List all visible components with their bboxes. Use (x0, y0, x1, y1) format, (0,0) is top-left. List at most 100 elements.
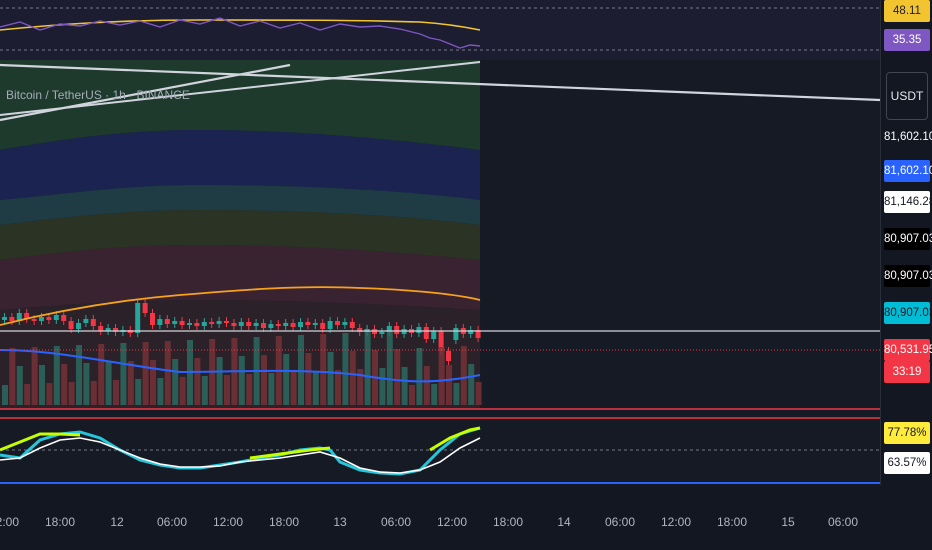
time-tick: 18:00 (268, 515, 300, 529)
volume-bar (2, 385, 8, 405)
candle-body (342, 322, 348, 325)
candle-body (179, 321, 185, 325)
candle-body (238, 322, 244, 326)
volume-bar (83, 363, 90, 405)
volume-bar (105, 362, 112, 405)
volume-bar (320, 334, 327, 405)
volume-bar (446, 365, 452, 405)
volume-bar (379, 368, 386, 405)
time-tick: 06:00 (156, 515, 188, 529)
candle-body (283, 323, 289, 326)
candle-body (349, 322, 355, 328)
ma-line-blue (0, 349, 481, 383)
volume-bar (39, 365, 45, 405)
volume-bar (305, 353, 312, 405)
price-label-blue: 81,602.10 (884, 160, 932, 182)
candle-body (39, 317, 44, 321)
candle-body (312, 323, 318, 325)
volume-bar (31, 347, 38, 405)
osc-value-yellow: 77.78% (884, 422, 930, 444)
candle-body (431, 331, 437, 339)
candle-body (61, 315, 67, 321)
volume-bar (172, 359, 179, 405)
price-label-black-1: 80,907.03 (884, 228, 932, 250)
trend-line-3 (0, 61, 481, 116)
time-tick: 18:00 (716, 515, 748, 529)
candle-body (113, 328, 118, 332)
countdown-label: 33:19 (884, 361, 930, 383)
candle-body (53, 315, 59, 320)
candle-body (90, 319, 96, 326)
volume-bar (394, 349, 401, 405)
candle-body (438, 331, 444, 351)
time-tick: 06:00 (827, 515, 859, 529)
volume-bar (416, 348, 423, 405)
volume-bar (268, 373, 275, 405)
volume-bar (24, 384, 31, 405)
band-plum (0, 245, 480, 310)
candle-body (253, 323, 259, 326)
rsi-value: 35.35 (884, 29, 930, 51)
candle-body (98, 326, 104, 331)
candle-body (468, 330, 474, 334)
candle-body (187, 323, 192, 325)
volume-bar (142, 342, 149, 405)
candle-body (76, 323, 81, 329)
volume-bar (53, 346, 60, 405)
volume-bar (238, 356, 245, 405)
volume-bar (431, 384, 438, 405)
trend-line-2 (0, 63, 881, 102)
candle-body (394, 326, 400, 334)
volume-bar (349, 351, 356, 405)
time-tick: 18:00 (492, 515, 524, 529)
rsi-pane[interactable] (0, 0, 880, 60)
symbol-title[interactable]: Bitcoin / TetherUS · 1h · BINANCE (6, 88, 190, 102)
band-teal (0, 185, 480, 225)
band-olive (0, 210, 480, 260)
candle-body (9, 317, 15, 321)
rsi-ma-line (0, 19, 481, 31)
time-tick: 12:00 (0, 515, 20, 529)
volume-bar (113, 380, 119, 405)
candle-body (386, 326, 392, 332)
time-tick: 18:00 (44, 515, 76, 529)
time-tick: 13 (333, 515, 347, 529)
volume-bar (16, 366, 23, 405)
volume-bar (224, 375, 230, 405)
candle-body (275, 324, 281, 326)
price-label-cyan: 80,907.03 (884, 302, 932, 324)
volume-bar (46, 383, 53, 405)
price-pane[interactable]: Bitcoin / TetherUS · 1h · BINANCE (0, 60, 881, 410)
volume-bar (401, 367, 408, 405)
osc-line-green (0, 426, 481, 460)
candle-body (150, 313, 155, 325)
candle-body (416, 327, 422, 333)
candle-body (290, 323, 296, 327)
volume-bar (179, 377, 186, 405)
candle-body (298, 322, 303, 327)
time-tick: 06:00 (604, 515, 636, 529)
oscillator-plot (0, 417, 880, 484)
time-tick: 15 (781, 515, 795, 529)
candle-body (423, 327, 429, 339)
candle-body (157, 319, 163, 325)
candle-body (231, 323, 237, 326)
volume-bar (201, 376, 208, 405)
band-navy (0, 130, 480, 200)
volume-bar (298, 335, 304, 405)
currency-button[interactable]: USDT (886, 72, 928, 120)
volume-bar (120, 343, 127, 405)
candle-body (83, 319, 89, 323)
candle-body (327, 321, 333, 329)
candle-body (379, 332, 385, 334)
oscillator-pane[interactable] (0, 410, 880, 495)
volume-bar (468, 364, 475, 405)
time-axis[interactable]: 12:00 18:00 12 06:00 12:00 18:00 13 06:0… (0, 485, 932, 550)
candle-body (216, 321, 222, 324)
candle-body (305, 322, 311, 325)
volume-bar (135, 379, 142, 405)
volume-bar (438, 347, 445, 405)
candle-body (194, 323, 200, 326)
candle-body (2, 317, 7, 320)
candle-body (357, 328, 363, 332)
